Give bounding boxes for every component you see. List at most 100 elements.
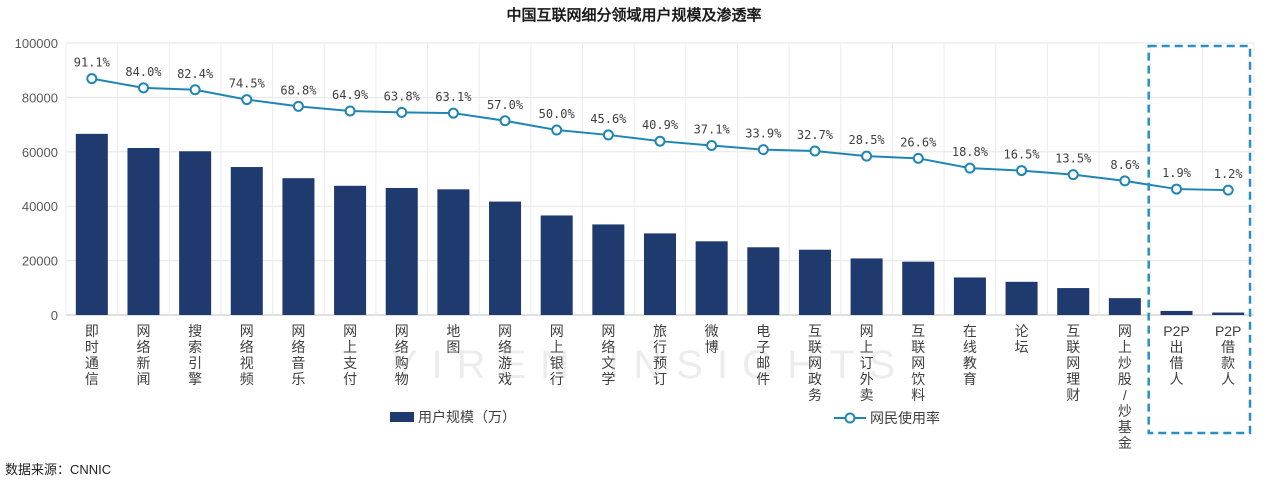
p2p-highlight-rect <box>1147 44 1252 435</box>
chart-title: 中国互联网细分领域用户规模及渗透率 <box>506 6 761 24</box>
x-tick-label: 网络音乐 <box>291 323 305 387</box>
data-label: 57.0% <box>487 98 524 112</box>
x-tick-label: 网上银行 <box>550 323 564 387</box>
line-marker <box>551 124 563 136</box>
data-label: 26.6% <box>900 135 937 149</box>
x-tick-label: 网上订外卖 <box>860 323 874 403</box>
y-tick-label: 20000 <box>22 254 58 269</box>
data-label: 74.5% <box>229 77 266 91</box>
data-label: 68.8% <box>280 83 317 97</box>
x-tick-label: 即时通信 <box>85 323 99 387</box>
x-tick-label: 网上炒股/炒基金 <box>1118 323 1132 451</box>
line-marker <box>396 106 408 118</box>
bar <box>902 261 935 315</box>
x-tick-label: 论坛 <box>1015 323 1029 355</box>
y-tick-label: 60000 <box>22 145 58 160</box>
line-marker <box>189 84 201 96</box>
x-tick-label: 微博 <box>705 323 719 355</box>
bar <box>1212 312 1245 315</box>
bar <box>334 185 367 315</box>
y-tick-label: 40000 <box>22 199 58 214</box>
legend-bar-label: 用户规模（万） <box>418 409 516 425</box>
line-marker <box>602 129 614 141</box>
x-tick-label: 互联网饮料 <box>911 323 925 403</box>
x-tick-label: 搜索引擎 <box>188 323 202 387</box>
bar <box>953 277 986 315</box>
x-tick-label: 旅行预订 <box>653 323 667 387</box>
data-label: 84.0% <box>125 65 162 79</box>
bar <box>437 189 470 315</box>
bar <box>385 187 418 315</box>
line-marker <box>344 105 356 117</box>
line-marker <box>1119 175 1131 187</box>
line-marker <box>861 150 873 162</box>
bar <box>850 258 883 315</box>
data-source: 数据来源：CNNIC <box>5 462 111 477</box>
bar <box>127 147 160 315</box>
x-tick-label: 互联网政务 <box>808 323 822 403</box>
line-marker <box>1067 169 1079 181</box>
y-axis: 0 20000 40000 60000 80000 100000 <box>15 36 58 323</box>
x-tick-label: 网络购物 <box>395 323 409 387</box>
x-tick-label: 地图 <box>446 323 460 355</box>
line-marker <box>86 73 98 85</box>
bar <box>1005 281 1038 315</box>
data-label: 63.1% <box>435 90 472 104</box>
line-series: 91.1% 84.0% 82.4% 74.5% 68.8% 64.9% 63.8% 63.1%… <box>74 56 1244 196</box>
x-axis: 即时通信 网络新闻 搜索引擎 网络视频 网络音乐 网上支付 网络购物 地图 网络游戏 网上银行 网络… <box>85 323 1242 451</box>
bar <box>230 167 263 315</box>
bar <box>282 178 315 315</box>
line-marker <box>241 94 253 106</box>
line-marker <box>1016 165 1028 177</box>
data-label: 45.6% <box>590 112 627 126</box>
legend-bar-swatch <box>390 412 414 422</box>
x-tick-label: 网络视频 <box>240 323 254 387</box>
line-marker <box>706 140 718 152</box>
x-tick-label: P2P 借款人 <box>1215 323 1241 387</box>
bar <box>1108 298 1141 315</box>
line-marker <box>809 145 821 157</box>
bar <box>747 247 780 315</box>
line-marker <box>757 144 769 156</box>
bar <box>1057 288 1090 315</box>
legend: 用户规模（万） 网民使用率 <box>390 409 940 426</box>
data-label: 28.5% <box>849 133 886 147</box>
data-label: 1.9% <box>1162 166 1192 180</box>
x-tick-label: 互联网理财 <box>1066 323 1080 403</box>
data-label: 13.5% <box>1055 152 1092 166</box>
x-tick-label: 网络文学 <box>601 323 615 387</box>
legend-line-marker <box>844 412 856 424</box>
gridlines <box>65 42 1255 316</box>
bar <box>1160 310 1193 315</box>
line-marker <box>499 115 511 127</box>
data-label: 63.8% <box>384 89 421 103</box>
line-marker <box>654 135 666 147</box>
data-label: 18.8% <box>952 145 989 159</box>
data-label: 64.9% <box>332 88 369 102</box>
bar-series <box>75 133 1245 315</box>
bar <box>643 233 677 315</box>
bar <box>592 224 625 315</box>
y-tick-label: 80000 <box>22 90 58 105</box>
line-marker <box>1222 184 1234 196</box>
bar <box>798 249 831 315</box>
data-label: 40.9% <box>642 118 679 132</box>
data-label: 91.1% <box>74 56 111 70</box>
x-tick-label: P2P 出借人 <box>1163 323 1189 387</box>
data-label: 33.9% <box>745 127 782 141</box>
data-label: 16.5% <box>1004 148 1041 162</box>
bar <box>540 215 573 315</box>
legend-line-label: 网民使用率 <box>870 410 940 426</box>
bar <box>75 133 108 315</box>
data-label: 82.4% <box>177 67 214 81</box>
data-label: 1.2% <box>1214 167 1244 181</box>
bar <box>179 151 212 315</box>
highlight-box <box>1147 44 1252 435</box>
x-tick-label: 在线教育 <box>963 323 977 387</box>
data-label: 50.0% <box>539 107 576 121</box>
x-tick-label: 网络游戏 <box>498 323 512 387</box>
data-label: 32.7% <box>797 128 834 142</box>
bar <box>489 201 522 315</box>
bar <box>695 241 728 315</box>
